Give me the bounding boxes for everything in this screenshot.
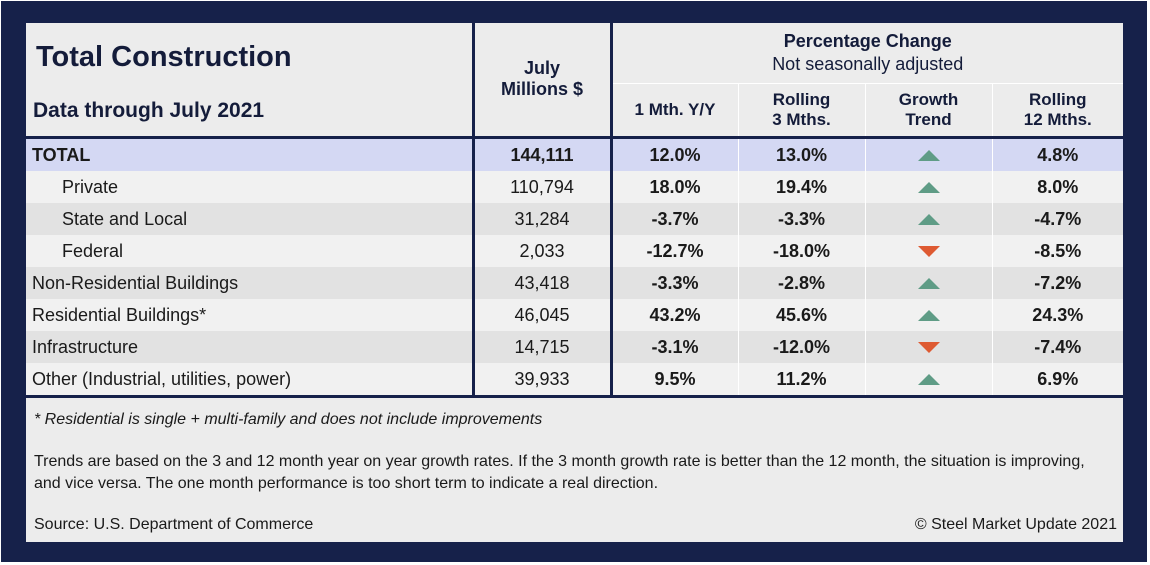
- column-header-line: Trend: [905, 110, 952, 129]
- column-header: Growth Trend: [864, 83, 992, 138]
- growth-trend-cell: [864, 203, 992, 235]
- row-label: State and Local: [26, 203, 473, 235]
- footnote: * Residential is single + multi-family a…: [34, 411, 543, 428]
- row-value: 39,933: [471, 363, 611, 397]
- growth-trend-cell: [864, 267, 992, 299]
- column-header-line: Rolling: [1028, 90, 1087, 109]
- rolling-12-months-cell: -4.7%: [991, 203, 1123, 235]
- rolling-3-months-cell: -12.0%: [737, 331, 865, 363]
- row-label: Non-Residential Buildings: [26, 267, 473, 299]
- growth-trend-cell: [864, 171, 992, 203]
- one-month-yy-cell: 9.5%: [609, 363, 738, 397]
- rolling-3-months-cell: -2.8%: [737, 267, 865, 299]
- growth-trend-cell: [864, 137, 992, 171]
- column-header-line: 3 Mths.: [772, 110, 831, 129]
- rolling-12-months-cell: 24.3%: [991, 299, 1123, 331]
- notes-panel: * Residential is single + multi-family a…: [26, 398, 1123, 542]
- construction-table-panel: Total Construction Data through July 202…: [26, 23, 1123, 542]
- table-row: Private 110,794 18.0% 19.4% 8.0%: [26, 171, 1123, 203]
- table-row: Other (Industrial, utilities, power) 39,9…: [26, 363, 1123, 397]
- row-label: Infrastructure: [26, 331, 473, 363]
- growth-trend-cell: [864, 235, 992, 267]
- row-value: 46,045: [471, 299, 611, 331]
- percentage-change-header: Percentage Change Not seasonally adjuste…: [609, 23, 1123, 84]
- row-value: 144,111: [471, 137, 611, 171]
- trend-up-icon: [917, 182, 940, 194]
- trend-up-icon: [917, 310, 940, 322]
- rolling-3-months-cell: 11.2%: [737, 363, 865, 397]
- one-month-yy-cell: 18.0%: [609, 171, 738, 203]
- trend-up-icon: [917, 374, 940, 386]
- july-header-line1: July: [523, 58, 561, 78]
- column-header: Rolling 12 Mths.: [991, 83, 1123, 138]
- growth-trend-cell: [864, 363, 992, 397]
- column-header-row: 1 Mth. Y/Y Rolling 3 Mths. Growth Trend Rolli…: [26, 83, 1123, 138]
- column-header-line: Rolling: [772, 90, 831, 109]
- title-cell: Total Construction Data through July 202…: [26, 23, 473, 138]
- one-month-yy-cell: 12.0%: [609, 137, 738, 171]
- trend-down-icon: [917, 342, 940, 354]
- rolling-12-months-cell: 8.0%: [991, 171, 1123, 203]
- source-text: Source: U.S. Department of Commerce: [34, 516, 314, 533]
- row-label: Private: [26, 171, 473, 203]
- page-subtitle: Data through July 2021: [33, 99, 265, 122]
- row-label: Residential Buildings*: [26, 299, 473, 331]
- one-month-yy-cell: -3.1%: [609, 331, 738, 363]
- construction-table: Total Construction Data through July 202…: [26, 23, 1123, 398]
- table-row: TOTAL 144,111 12.0% 13.0% 4.8%: [26, 137, 1123, 171]
- row-value: 110,794: [471, 171, 611, 203]
- row-label: Other (Industrial, utilities, power): [26, 363, 473, 397]
- rolling-3-months-cell: 45.6%: [737, 299, 865, 331]
- rolling-12-months-cell: 4.8%: [991, 137, 1123, 171]
- trend-up-icon: [917, 214, 940, 226]
- trend-up-icon: [917, 150, 940, 162]
- table-row: Non-Residential Buildings 43,418 -3.3% -2.8…: [26, 267, 1123, 299]
- row-value: 43,418: [471, 267, 611, 299]
- row-value: 31,284: [471, 203, 611, 235]
- july-header-line2: Millions $: [500, 79, 583, 99]
- row-value: 14,715: [471, 331, 611, 363]
- column-header: Rolling 3 Mths.: [737, 83, 865, 138]
- one-month-yy-cell: -3.7%: [609, 203, 738, 235]
- rolling-12-months-cell: -7.2%: [991, 267, 1123, 299]
- row-label: TOTAL: [26, 137, 473, 171]
- rolling-12-months-cell: 6.9%: [991, 363, 1123, 397]
- growth-trend-cell: [864, 299, 992, 331]
- percentage-change-subtitle: Not seasonally adjusted: [772, 54, 964, 74]
- one-month-yy-cell: 43.2%: [609, 299, 738, 331]
- column-header-line: Growth: [898, 90, 959, 109]
- row-value: 2,033: [471, 235, 611, 267]
- one-month-yy-cell: -3.3%: [609, 267, 738, 299]
- percentage-change-title: Percentage Change: [783, 31, 952, 51]
- copyright-text: © Steel Market Update 2021: [914, 516, 1117, 533]
- july-header: July Millions $: [471, 23, 611, 138]
- table-row: State and Local 31,284 -3.7% -3.3% -4.7%: [26, 203, 1123, 235]
- rolling-12-months-cell: -7.4%: [991, 331, 1123, 363]
- one-month-yy-cell: -12.7%: [609, 235, 738, 267]
- table-row: Infrastructure 14,715 -3.1% -12.0% -7.4%: [26, 331, 1123, 363]
- column-header-line: 12 Mths.: [1023, 110, 1092, 129]
- column-header-line: 1 Mth. Y/Y: [634, 100, 716, 119]
- rolling-3-months-cell: -18.0%: [737, 235, 865, 267]
- column-header: 1 Mth. Y/Y: [609, 83, 738, 138]
- table-row: Federal 2,033 -12.7% -18.0% -8.5%: [26, 235, 1123, 267]
- trend-down-icon: [917, 246, 940, 258]
- row-label: Federal: [26, 235, 473, 267]
- rolling-3-months-cell: 13.0%: [737, 137, 865, 171]
- rolling-3-months-cell: 19.4%: [737, 171, 865, 203]
- page-title: Total Construction: [36, 41, 292, 73]
- rolling-12-months-cell: -8.5%: [991, 235, 1123, 267]
- trend-explanation: Trends are based on the 3 and 12 month y…: [34, 453, 1085, 492]
- rolling-3-months-cell: -3.3%: [737, 203, 865, 235]
- table-row: Residential Buildings* 46,045 43.2% 45.6% 24…: [26, 299, 1123, 331]
- trend-up-icon: [917, 278, 940, 290]
- growth-trend-cell: [864, 331, 992, 363]
